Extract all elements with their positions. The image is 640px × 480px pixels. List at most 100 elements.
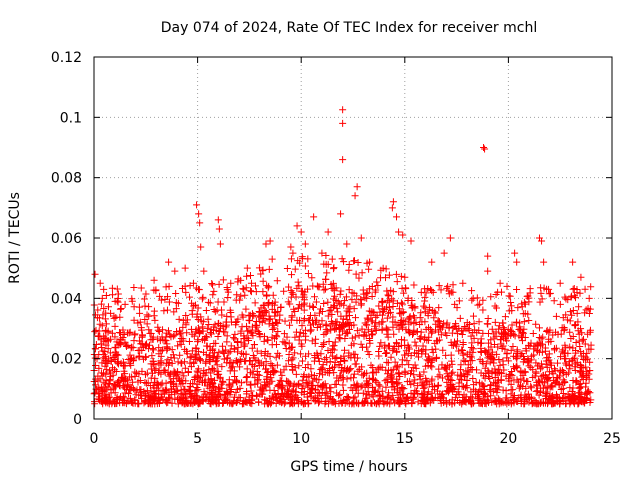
- data-point-upper: [108, 284, 116, 292]
- data-point-band: [147, 388, 155, 396]
- data-point-band: [236, 356, 244, 364]
- data-point-band: [289, 354, 297, 362]
- data-point-upper: [256, 317, 264, 325]
- data-point-upper: [287, 255, 295, 263]
- data-point-band: [547, 383, 555, 391]
- data-point-band: [463, 384, 471, 392]
- data-point-band: [424, 357, 432, 365]
- data-point-band: [315, 309, 323, 317]
- data-point-band: [469, 374, 477, 382]
- data-point-band: [243, 388, 251, 396]
- data-point-upper: [145, 312, 153, 320]
- data-point-upper: [566, 308, 574, 316]
- data-point-band: [389, 366, 397, 374]
- data-point-band: [295, 396, 303, 404]
- data-point-band: [203, 342, 211, 350]
- data-point-band: [151, 366, 159, 374]
- data-point-band: [150, 397, 158, 405]
- data-point-upper: [537, 289, 545, 297]
- data-point-upper: [389, 302, 397, 310]
- data-point-band: [574, 400, 582, 408]
- data-point-upper: [205, 320, 213, 328]
- data-point-band: [467, 353, 475, 361]
- data-point-band: [381, 349, 389, 357]
- data-point-band: [194, 368, 202, 376]
- data-point-band: [432, 355, 440, 363]
- data-point-band: [422, 395, 430, 403]
- data-point-band: [176, 351, 184, 359]
- data-point-band: [257, 349, 265, 357]
- data-point-band: [214, 367, 222, 375]
- data-point-band: [181, 397, 189, 405]
- data-point-band: [411, 376, 419, 384]
- data-point-band: [138, 395, 146, 403]
- data-point-upper: [104, 303, 112, 311]
- data-point-band: [303, 373, 311, 381]
- data-point-band: [445, 375, 453, 383]
- data-point-band: [403, 378, 411, 386]
- data-point-band: [364, 381, 372, 389]
- data-point-upper: [373, 278, 381, 286]
- data-point-upper: [501, 313, 509, 321]
- data-point-band: [157, 357, 165, 365]
- data-point-band: [304, 285, 312, 293]
- data-point-band: [135, 353, 143, 361]
- data-point-band: [554, 374, 562, 382]
- data-point-upper: [251, 282, 259, 290]
- data-point-band: [100, 378, 108, 386]
- data-point-band: [153, 384, 161, 392]
- data-point-band: [295, 336, 303, 344]
- data-point-band: [298, 384, 306, 392]
- data-point-band: [135, 391, 143, 399]
- data-point-band: [212, 394, 220, 402]
- data-point-band: [269, 395, 277, 403]
- data-point-band: [345, 400, 353, 408]
- data-point-upper: [411, 314, 419, 322]
- data-point-band: [456, 372, 464, 380]
- data-point-band: [343, 375, 351, 383]
- data-point-band: [167, 354, 175, 362]
- data-point-band: [246, 381, 254, 389]
- data-point-upper: [479, 296, 487, 304]
- data-point-band: [196, 373, 204, 381]
- data-point-band: [286, 400, 294, 408]
- data-point-band: [162, 385, 170, 393]
- data-point-upper: [397, 272, 405, 280]
- data-point-band: [274, 396, 282, 404]
- data-point-band: [541, 371, 549, 379]
- data-point-band: [291, 307, 299, 315]
- data-point-upper: [389, 288, 397, 296]
- data-point-band: [194, 386, 202, 394]
- data-point-band: [488, 398, 496, 406]
- data-point-band: [349, 386, 357, 394]
- data-point-band: [483, 393, 491, 401]
- data-point-band: [407, 367, 415, 375]
- data-point-band: [106, 376, 114, 384]
- data-point-band: [477, 348, 485, 356]
- data-point-band: [583, 389, 591, 397]
- data-point-band: [367, 399, 375, 407]
- data-point-band: [384, 359, 392, 367]
- data-point-upper: [271, 298, 279, 306]
- data-point-band: [413, 350, 421, 358]
- data-point-upper: [573, 309, 581, 317]
- data-point-band: [238, 400, 246, 408]
- data-point-upper: [361, 328, 369, 336]
- data-point-band: [254, 371, 262, 379]
- data-point-upper: [226, 306, 234, 314]
- data-point-band: [343, 395, 351, 403]
- data-point-upper: [556, 300, 564, 308]
- data-point-band: [455, 382, 463, 390]
- data-point-band: [128, 384, 136, 392]
- data-point-band: [494, 369, 502, 377]
- data-point-band: [157, 347, 165, 355]
- data-point-band: [150, 346, 158, 354]
- data-point-band: [97, 336, 105, 344]
- data-point-band: [410, 379, 418, 387]
- data-point-band: [381, 341, 389, 349]
- data-point-band: [186, 359, 194, 367]
- data-point-band: [401, 367, 409, 375]
- data-point-band: [348, 296, 356, 304]
- data-point-band: [427, 362, 435, 370]
